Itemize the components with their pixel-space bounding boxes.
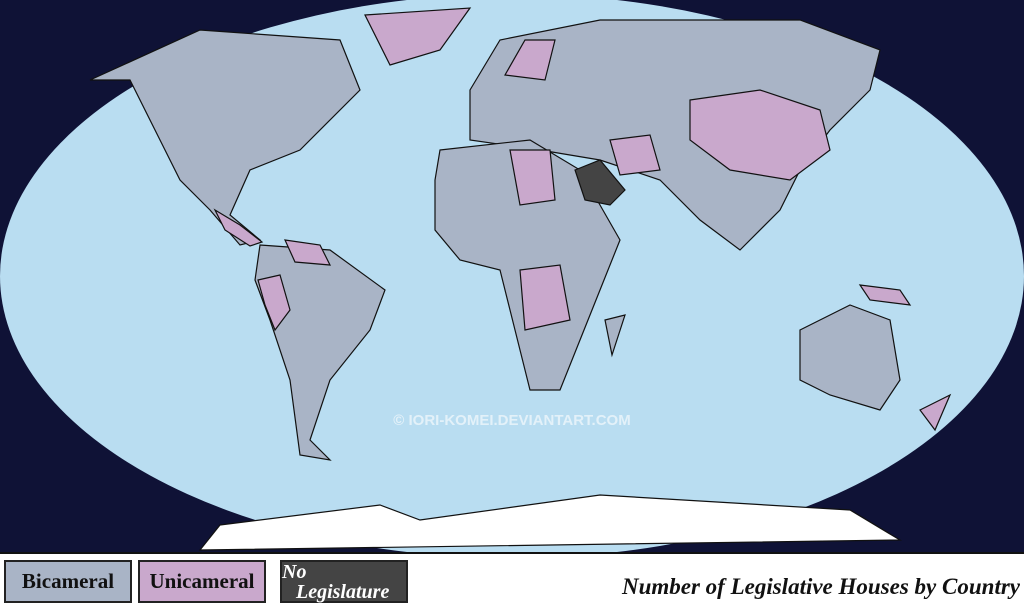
central-america	[213, 208, 264, 247]
peru	[257, 274, 291, 332]
papua-new-guinea	[858, 284, 912, 306]
map-title: Number of Legislative Houses by Country	[621, 574, 1020, 599]
legend-label: Bicameral	[21, 569, 115, 593]
watermark: © IORI-KOMEI.DEVIANTART.COM	[393, 412, 630, 429]
world-map: © IORI-KOMEI.DEVIANTART.COM	[0, 0, 1024, 552]
antarctica	[198, 494, 903, 551]
southern-africa-unicameral	[519, 264, 571, 331]
legend-no-legislature: No Legislature	[280, 560, 408, 603]
legend-label: No	[282, 560, 307, 583]
legend-bicameral: Bicameral	[4, 560, 132, 603]
china	[689, 89, 831, 181]
legend: Bicameral Unicameral No Legislature Numbe…	[0, 552, 1024, 608]
south-america	[254, 244, 386, 461]
venezuela	[284, 239, 332, 266]
north-america	[89, 29, 361, 246]
eurasia	[469, 19, 881, 251]
scandinavia	[504, 39, 556, 81]
australia	[799, 304, 901, 411]
new-zealand	[919, 393, 952, 432]
saudi-arabia	[574, 159, 626, 206]
legend-label: Legislature	[296, 580, 390, 603]
north-africa-unicameral	[509, 149, 556, 206]
greenland	[364, 7, 472, 66]
legend-label: Unicameral	[149, 569, 255, 593]
madagascar	[604, 314, 626, 358]
iran	[609, 134, 661, 176]
legend-unicameral: Unicameral	[138, 560, 266, 603]
